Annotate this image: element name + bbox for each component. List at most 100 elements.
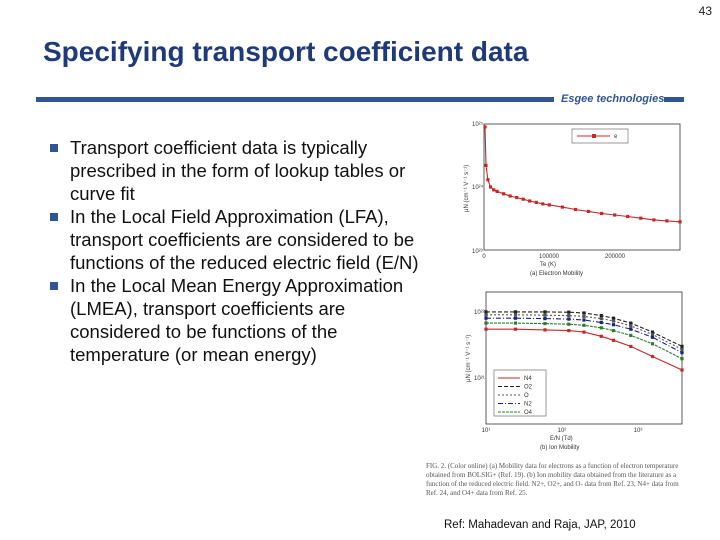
panel-b-legend-box (493, 369, 547, 417)
brand-logo-text: Esgee technologies (561, 93, 665, 105)
panel-a-legend-label: e (614, 134, 618, 140)
data-point (599, 317, 603, 321)
data-point (582, 323, 586, 327)
slide-title: Specifying transport coefficient data (43, 36, 529, 67)
data-point (680, 344, 684, 348)
panel-b-ytick-label: 10²² (474, 310, 485, 316)
panel-a-xlabel: Te (K) (540, 262, 556, 268)
legend-label: N2 (524, 402, 532, 408)
panel-a-ytick-label: 10²⁴ (472, 184, 484, 191)
data-point (650, 335, 655, 339)
panel-b: 10²² 10²¹ 10¹ 10² 10³ E/N (Td) μN (cm⁻¹ … (466, 291, 684, 451)
data-point (650, 332, 655, 337)
slide-number: 43 (698, 4, 712, 18)
data-point (599, 314, 603, 318)
data-point (613, 213, 617, 217)
panel-a-plot-area (483, 125, 682, 224)
data-point (513, 313, 518, 317)
data-point (495, 189, 499, 193)
data-point (611, 319, 616, 323)
bullet-item: In the Local Field Approximation (LFA), … (48, 205, 420, 274)
title-rule-right (664, 97, 684, 102)
data-point (560, 205, 564, 209)
panel-a-xtick-label: 200000 (605, 254, 626, 260)
data-point (543, 322, 547, 326)
bullet-square-icon (50, 282, 58, 290)
panel-a-xtick-label: 0 (482, 254, 486, 260)
figure-svg: 10²⁵ 10²⁴ 10²³ 0 100000 200000 Te (K) μN… (464, 121, 684, 451)
figure-caption: FIG. 2. (Color online) (a) Mobility data… (426, 462, 679, 497)
data-point (582, 330, 586, 334)
data-point (486, 178, 490, 182)
data-point (484, 313, 488, 317)
data-point (680, 347, 684, 351)
data-point (521, 197, 525, 201)
data-point (611, 338, 616, 342)
data-point (484, 310, 488, 314)
data-point (629, 321, 633, 325)
legend-label: O (524, 393, 529, 399)
data-point (650, 342, 655, 346)
panel-b-xlabel: E/N (Td) (550, 436, 573, 442)
data-point (543, 313, 547, 317)
panel-a-legend-marker (592, 134, 596, 138)
title-rule-left (36, 97, 554, 102)
data-point (543, 317, 547, 321)
data-point (567, 317, 571, 321)
data-point (629, 327, 633, 331)
data-point (582, 314, 586, 318)
bullet-square-icon (50, 144, 58, 152)
data-point (543, 328, 547, 332)
bullet-text: Transport coefficient data is typically … (70, 137, 406, 204)
data-point (508, 194, 512, 198)
data-point (650, 354, 655, 359)
data-point (680, 351, 684, 355)
data-point (611, 316, 616, 320)
series-line-o (486, 314, 683, 350)
data-point (626, 214, 630, 219)
data-point (639, 216, 643, 220)
data-point (488, 185, 493, 189)
data-point (629, 333, 633, 337)
data-point (484, 316, 488, 320)
data-point (528, 199, 532, 203)
data-point (543, 310, 547, 314)
data-point (599, 326, 603, 330)
data-point (567, 314, 571, 318)
data-point (650, 330, 655, 334)
panel-a: 10²⁵ 10²⁴ 10²³ 0 100000 200000 Te (K) μN… (464, 121, 682, 277)
data-point (567, 322, 571, 326)
figure: 10²⁵ 10²⁴ 10²³ 0 100000 200000 Te (K) μN… (422, 112, 684, 516)
bullet-text: In the Local Mean Energy Approximation (… (70, 275, 404, 365)
data-point (513, 310, 518, 314)
panel-a-xtick-label: 100000 (539, 254, 560, 260)
data-point (513, 321, 518, 325)
data-point (652, 218, 656, 222)
bullet-item: Transport coefficient data is typically … (48, 136, 420, 205)
panel-b-xtick-label: 10¹ (482, 428, 491, 434)
bullet-item: In the Local Mean Energy Approximation (… (48, 274, 420, 366)
data-point (611, 323, 616, 327)
data-point (599, 320, 603, 325)
bullet-list: Transport coefficient data is typically … (48, 136, 420, 366)
panel-b-caption: (b) Ion Mobility (540, 445, 579, 451)
reference-text: Ref: Mahadevan and Raja, JAP, 2010 (444, 519, 636, 531)
legend-label: N4 (524, 376, 532, 382)
data-point (586, 209, 591, 213)
data-point (515, 196, 519, 200)
data-point (629, 324, 633, 328)
data-point (680, 368, 684, 372)
series-line-n4 (486, 328, 683, 371)
data-point (484, 163, 488, 167)
data-point (611, 329, 616, 333)
legend-label: O2 (524, 385, 533, 391)
panel-b-legend: N4 O2 O N2 O4 (498, 376, 533, 416)
data-point (567, 329, 571, 333)
data-point (599, 334, 603, 338)
data-point (484, 327, 488, 331)
data-point (582, 318, 586, 322)
panel-b-ytick-label: 10²¹ (474, 376, 485, 382)
panel-b-xtick-label: 10² (558, 428, 567, 434)
panel-a-frame (483, 123, 681, 251)
data-point (680, 357, 684, 361)
